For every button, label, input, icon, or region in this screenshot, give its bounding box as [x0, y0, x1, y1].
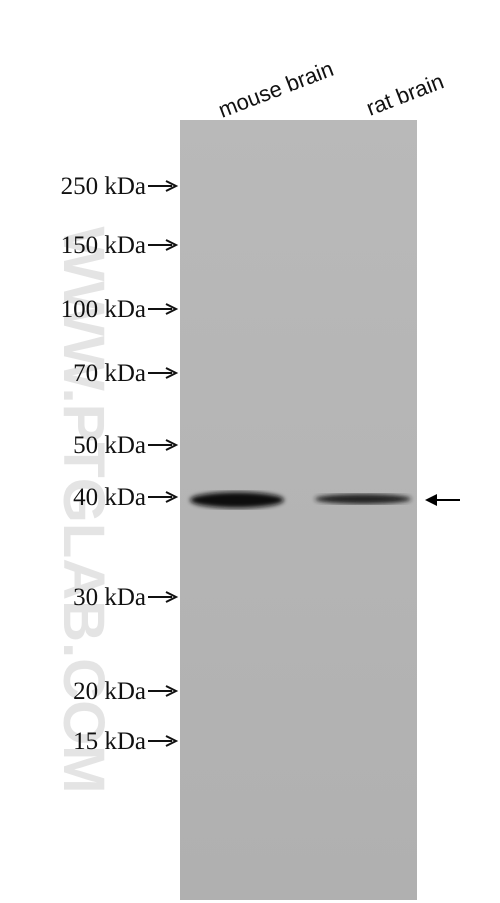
membrane: [180, 120, 417, 900]
marker-arrow: [148, 303, 179, 315]
watermark: WWW.PTGLAB.COM: [51, 226, 116, 793]
marker-label: 100 kDa: [61, 296, 146, 323]
marker-arrow: [148, 591, 179, 603]
band-arrow: [425, 494, 460, 506]
marker-arrow: [148, 735, 179, 747]
marker-label: 250 kDa: [61, 173, 146, 200]
marker-arrow: [148, 180, 179, 192]
marker-list: 250 kDa 150 kDa 100 kDa 70 kDa 50 kDa 40 kDa 3…: [61, 173, 179, 755]
marker-label: 150 kDa: [61, 232, 146, 259]
marker-arrow: [148, 491, 179, 503]
marker-label: 70 kDa: [73, 360, 146, 387]
marker-label: 20 kDa: [73, 678, 146, 705]
marker-arrow: [148, 439, 179, 451]
marker-arrow: [148, 367, 179, 379]
lane-label: mouse brain: [215, 56, 337, 123]
marker-label: 50 kDa: [73, 432, 146, 459]
marker-arrow: [148, 239, 179, 251]
lane-label: rat brain: [363, 68, 447, 120]
band: [315, 494, 411, 504]
marker-arrow: [148, 685, 179, 697]
marker-label: 30 kDa: [73, 584, 146, 611]
marker-label: 15 kDa: [73, 728, 146, 755]
band: [190, 492, 284, 508]
marker-label: 40 kDa: [73, 484, 146, 511]
